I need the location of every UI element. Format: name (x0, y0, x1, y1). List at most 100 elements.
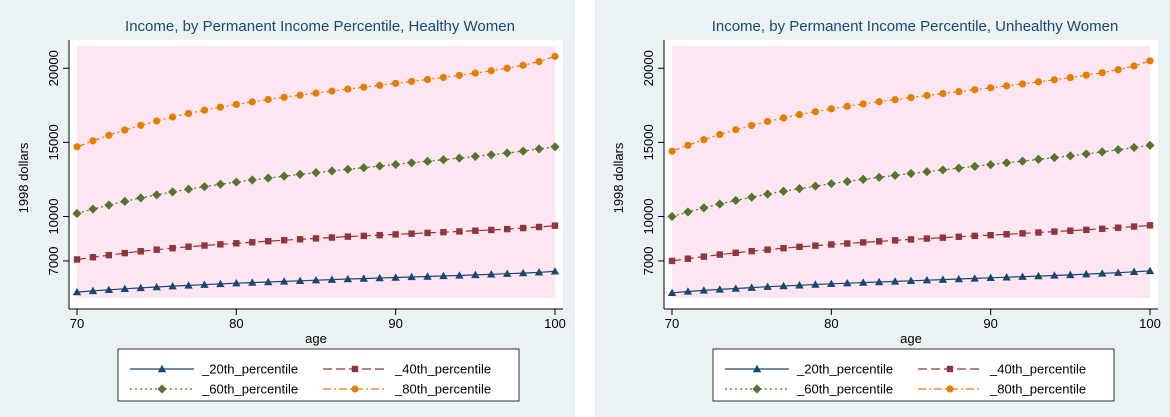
data-point (1018, 272, 1027, 280)
data-point (1099, 225, 1106, 232)
data-point (1034, 78, 1043, 86)
data-point (486, 150, 496, 160)
data-point (794, 184, 805, 194)
data-point (939, 234, 947, 241)
data-point (1082, 71, 1090, 79)
data-point (72, 208, 82, 219)
data-point (327, 166, 337, 176)
data-point (391, 273, 400, 281)
data-point (216, 279, 225, 288)
data-point (534, 144, 544, 154)
data-point (1050, 271, 1059, 279)
data-point (137, 248, 144, 255)
data-point (311, 276, 321, 284)
data-point (906, 168, 916, 179)
data-point (216, 103, 224, 111)
data-point (472, 227, 479, 234)
data-point (922, 167, 932, 177)
x-axis: 70 80 90 100 (664, 308, 1161, 331)
data-point (779, 281, 788, 290)
data-point (392, 79, 400, 87)
legend-swatch-marker (157, 364, 167, 373)
series_60th_percentile (72, 142, 560, 219)
data-point (343, 164, 353, 174)
legend-swatch-marker (157, 384, 167, 394)
legend-item: _20th_percentile (130, 362, 298, 377)
data-point (987, 231, 994, 239)
data-point (232, 278, 241, 287)
data-point (471, 270, 480, 279)
data-point (811, 280, 820, 288)
data-point (104, 200, 114, 210)
data-point (970, 274, 979, 282)
data-point (248, 98, 256, 106)
chart-title: Income, by Permanent Income Percentile, … (125, 18, 515, 35)
data-point (551, 222, 559, 229)
data-point (1082, 269, 1091, 278)
data-point (715, 199, 725, 209)
data-point (200, 106, 209, 114)
data-point (360, 232, 367, 240)
data-point (519, 61, 527, 69)
series-layer (72, 52, 560, 296)
data-point (296, 91, 304, 99)
data-point (422, 156, 433, 166)
data-point (842, 176, 852, 187)
data-point (732, 126, 740, 134)
data-point (88, 286, 98, 295)
data-point (796, 243, 803, 251)
data-point (279, 277, 289, 285)
data-point (828, 241, 835, 248)
data-point (344, 233, 352, 240)
y-tick-label: 20000 (641, 50, 656, 86)
data-point (375, 273, 384, 282)
data-point (423, 75, 432, 84)
data-point (456, 228, 463, 235)
data-point (296, 236, 304, 243)
data-point (215, 179, 225, 189)
data-point (327, 275, 337, 283)
legend-label: _40th_percentile (989, 362, 1086, 377)
data-point (136, 193, 146, 203)
data-point (487, 67, 495, 75)
data-point (136, 283, 145, 292)
data-point (518, 268, 528, 277)
data-point (279, 171, 289, 181)
data-point (970, 161, 980, 171)
data-point (518, 146, 528, 156)
data-point (858, 174, 868, 185)
data-point (986, 159, 996, 170)
legend-swatch-marker (946, 385, 954, 393)
data-point (1146, 222, 1154, 229)
chart-unhealthy-women: Income, by Permanent Income Percentile, … (611, 18, 1161, 402)
legend-label: _80th_percentile (394, 382, 491, 397)
data-point (408, 77, 416, 86)
data-point (1003, 231, 1010, 238)
legend-label: _60th_percentile (796, 382, 893, 397)
y-tick-label: 7000 (46, 246, 61, 275)
data-point (439, 73, 448, 82)
data-point (1034, 271, 1043, 280)
data-point (105, 131, 113, 139)
series_80th_percentile (668, 57, 1154, 155)
data-point (502, 148, 512, 158)
data-point (1081, 149, 1091, 159)
data-point (72, 287, 82, 296)
data-point (1049, 153, 1059, 163)
data-point (312, 89, 320, 97)
data-point (231, 177, 241, 187)
y-tick-label: 7000 (641, 246, 656, 275)
legend-label: _40th_percentile (394, 362, 491, 377)
data-point (907, 236, 915, 243)
data-point (264, 95, 272, 104)
data-point (1113, 268, 1123, 276)
data-point (1113, 145, 1123, 155)
data-point (184, 109, 193, 118)
data-point (1114, 66, 1122, 74)
data-point (455, 271, 464, 279)
data-point (153, 117, 161, 125)
data-point (731, 195, 741, 206)
data-point (312, 235, 320, 242)
data-point (683, 287, 693, 295)
data-point (939, 89, 947, 98)
